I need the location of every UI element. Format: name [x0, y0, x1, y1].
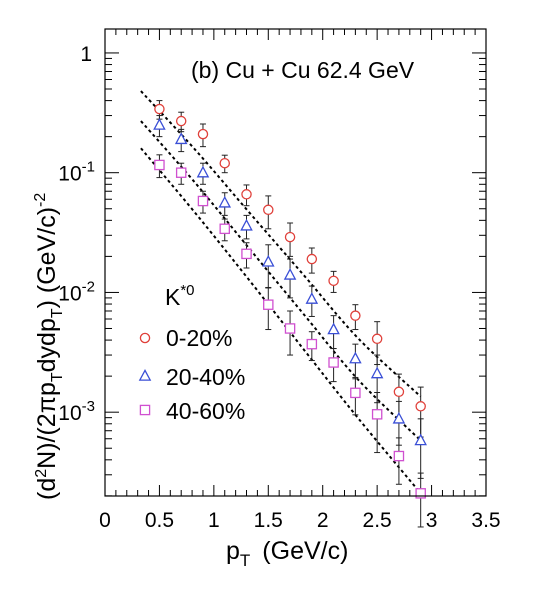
data-point-20-40%: [305, 292, 319, 304]
data-point-20-40%: [153, 118, 166, 130]
x-tick-label: 1.5: [254, 509, 283, 532]
data-point-20-40%: [174, 132, 188, 145]
data-point-20-40%: [240, 218, 253, 231]
legend-title-main: K: [165, 284, 181, 310]
data-point-40-60%: [371, 409, 383, 420]
y-label-part-3: dydp: [33, 318, 61, 372]
data-point-0-20%: [284, 231, 296, 243]
data-point-20-40%: [370, 366, 384, 379]
data-point-0-20%: [393, 386, 405, 398]
data-point-0-20%: [175, 115, 187, 127]
data-point-40-60%: [350, 387, 361, 399]
legend-title: K*0: [165, 282, 195, 310]
y-label-sup-1: 2: [33, 469, 50, 478]
legend-title-sup: *0: [180, 282, 194, 299]
fit-curve-20-40%: [140, 120, 422, 442]
x-tick-label: 0.5: [145, 509, 174, 532]
x-tick-label: 1: [208, 509, 220, 532]
data-point-20-40%: [392, 411, 406, 424]
data-point-40-60%: [393, 450, 405, 462]
data-point-40-60%: [415, 488, 426, 499]
legend-label-20-40: 20-40%: [166, 364, 245, 390]
data-point-40-60%: [328, 357, 339, 368]
legend: K*0 0-20% 20-40% 40-60%: [138, 282, 245, 424]
x-axis-label-unit: (GeV/c): [262, 537, 348, 565]
data-point-20-40%: [349, 351, 362, 364]
x-axis-label-sub: T: [240, 551, 250, 570]
y-tick-label: 10-2: [58, 278, 95, 305]
data-point-40-60%: [241, 248, 252, 260]
x-tick-label: 2: [317, 509, 329, 532]
x-axis-label-main: p: [226, 537, 240, 565]
y-axis-label: (d2N)/(2πpTdydpT) (GeV/c)-2: [32, 193, 66, 500]
data-point-0-20%: [350, 310, 361, 321]
y-tick-label: 10-1: [58, 159, 95, 186]
data-point-40-60%: [219, 223, 230, 235]
legend-markers: [138, 332, 152, 416]
x-tick-label: 3.5: [471, 509, 500, 532]
data-point-40-60%: [284, 323, 296, 334]
data-point-20-40%: [414, 433, 427, 446]
y-label-sub-2: T: [49, 308, 66, 318]
y-label-part-2: N)/(2πp: [33, 382, 61, 469]
data-point-0-20%: [219, 157, 230, 169]
data-point-20-40%: [327, 322, 340, 335]
data-point-0-20%: [306, 253, 318, 265]
data-point-20-40%: [218, 195, 232, 208]
fit-curves: [140, 90, 422, 494]
x-tick-label: 2.5: [363, 509, 392, 532]
plot-frame: [104, 28, 487, 497]
data-point-0-20%: [241, 189, 252, 200]
x-tick-label: 3: [426, 509, 438, 532]
data-point-0-20%: [197, 128, 209, 140]
y-label-part-4: ) (GeV/c): [33, 207, 61, 308]
data-point-0-20%: [154, 103, 165, 115]
legend-marker-0-20%: [139, 332, 151, 344]
legend-label-0-20: 0-20%: [166, 325, 232, 351]
x-axis-label: pT (GeV/c): [226, 537, 348, 570]
legend-marker-20-40%: [138, 369, 152, 381]
y-label-sup-2: -2: [32, 193, 49, 207]
data-point-40-60%: [263, 299, 274, 310]
legend-label-40-60: 40-60%: [166, 398, 245, 424]
data-point-40-60%: [154, 159, 165, 171]
data-point-20-40%: [261, 254, 275, 267]
data-point-0-20%: [328, 275, 339, 287]
y-tick-label: 10-3: [58, 398, 95, 425]
data-point-40-60%: [175, 167, 187, 178]
data-point-0-20%: [371, 333, 383, 345]
y-label-part-1: (d: [33, 478, 61, 500]
y-label-sub-1: T: [49, 372, 66, 382]
data-markers: [153, 103, 427, 499]
x-tick-label: 0: [99, 509, 111, 532]
legend-marker-40-60%: [139, 404, 151, 416]
y-tick-label: 1: [80, 43, 92, 66]
data-point-40-60%: [306, 338, 318, 350]
fit-curve-0-20%: [140, 90, 422, 398]
tick-labels: 0 0.5 1 1.5 2 2.5 3 3.5 1 10-1 10-2 10-3: [58, 43, 500, 532]
data-point-0-20%: [415, 401, 426, 412]
data-point-20-40%: [283, 267, 297, 280]
data-point-0-20%: [263, 204, 274, 216]
data-point-20-40%: [196, 165, 210, 178]
panel-label: (b) Cu + Cu 62.4 GeV: [191, 57, 415, 83]
data-point-40-60%: [197, 195, 209, 207]
